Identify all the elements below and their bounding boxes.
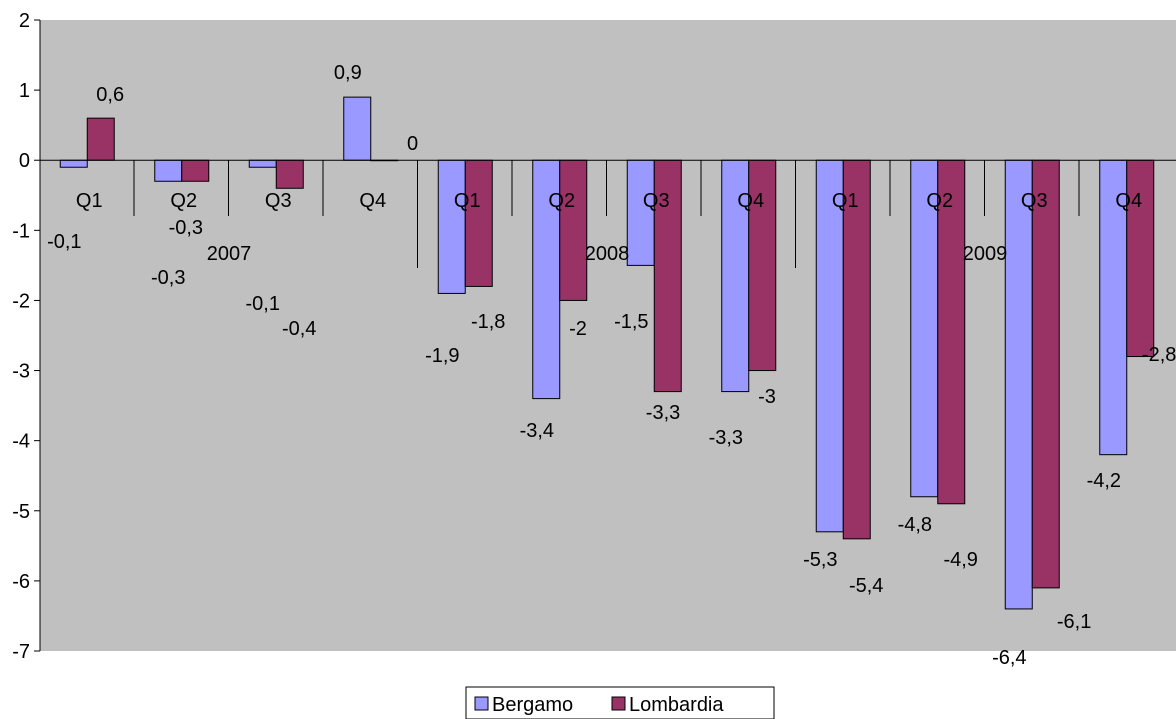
x-category-label: Q2 bbox=[170, 190, 197, 212]
data-label-bergamo-10: -4,8 bbox=[898, 514, 932, 536]
data-label-bergamo-4: 0,9 bbox=[334, 62, 362, 84]
x-category-label: Q3 bbox=[265, 190, 292, 212]
data-label-lombardia-4: 0 bbox=[407, 133, 418, 155]
data-label-bergamo-3: -0,1 bbox=[246, 293, 280, 315]
data-label-lombardia-6: -2 bbox=[569, 318, 587, 340]
data-label-lombardia-11: -6,1 bbox=[1057, 611, 1091, 633]
x-axis-categories: Q1 Q2 Q3 Q4 Q1 Q2 Q3 Q4 Q1 Q2 Q3 Q4 bbox=[76, 190, 1142, 212]
bar-bergamo-12 bbox=[1099, 159, 1128, 456]
data-label-bergamo-9: -5,3 bbox=[803, 549, 837, 571]
legend: Bergamo Lombardia bbox=[465, 686, 775, 719]
bar-lombardia-1 bbox=[86, 117, 115, 161]
bar-lombardia-7 bbox=[653, 159, 682, 393]
legend-swatch-bergamo bbox=[474, 696, 489, 711]
y-tick-label: -3 bbox=[12, 361, 30, 383]
data-label-lombardia-5: -1,8 bbox=[471, 311, 505, 333]
bar-lombardia-6 bbox=[559, 159, 588, 301]
legend-label-lombardia: Lombardia bbox=[629, 694, 724, 716]
bar-bergamo-10 bbox=[910, 159, 939, 498]
y-axis-ticks: 2 1 0 -1 -2 -3 -4 -5 -6 -7 bbox=[12, 10, 40, 663]
bar-lombardia-3 bbox=[275, 159, 304, 189]
y-tick-label: -4 bbox=[12, 431, 30, 453]
bar-lombardia-11 bbox=[1031, 159, 1060, 589]
y-tick-label: -5 bbox=[12, 501, 30, 523]
y-tick-label: -1 bbox=[12, 220, 30, 242]
data-label-bergamo-1: -0,1 bbox=[47, 231, 81, 253]
y-tick-label: -2 bbox=[12, 290, 30, 312]
x-category-label: Q3 bbox=[1021, 190, 1048, 212]
bar-lombardia-8 bbox=[748, 159, 777, 372]
category-dividers bbox=[133, 160, 1080, 268]
x-axis-years: 2007 2008 2009 bbox=[207, 243, 1008, 265]
bar-bergamo-2 bbox=[154, 159, 183, 182]
data-label-lombardia-9: -5,4 bbox=[849, 575, 883, 597]
data-label-lombardia-7: -3,3 bbox=[646, 402, 680, 424]
data-label-bergamo-11: -6,4 bbox=[992, 647, 1026, 669]
data-label-lombardia-12: -2,8 bbox=[1142, 344, 1176, 366]
x-category-label: Q4 bbox=[737, 190, 764, 212]
data-label-bergamo-5: -1,9 bbox=[425, 345, 459, 367]
data-label-bergamo-2: -0,3 bbox=[151, 267, 185, 289]
bar-lombardia-9 bbox=[842, 159, 871, 540]
bar-bergamo-7 bbox=[626, 159, 655, 266]
y-tick-label: 0 bbox=[19, 150, 30, 172]
data-label-bergamo-6: -3,4 bbox=[520, 420, 554, 442]
data-label-bergamo-7: -1,5 bbox=[614, 311, 648, 333]
data-label-bergamo-12: -4,2 bbox=[1087, 470, 1121, 492]
bar-bergamo-9 bbox=[815, 159, 844, 533]
x-category-label: Q4 bbox=[1115, 190, 1142, 212]
bar-bergamo-8 bbox=[721, 159, 750, 393]
bar-bergamo-5 bbox=[437, 159, 466, 294]
y-tick-label: 1 bbox=[19, 80, 30, 102]
bar-bergamo-3 bbox=[248, 159, 277, 168]
x-category-label: Q1 bbox=[76, 190, 103, 212]
x-category-label: Q2 bbox=[548, 190, 575, 212]
bar-lombardia-12 bbox=[1126, 159, 1155, 358]
x-year-label: 2009 bbox=[963, 243, 1008, 265]
legend-label-bergamo: Bergamo bbox=[492, 694, 573, 716]
plot-area bbox=[40, 20, 1176, 651]
x-category-label: Q4 bbox=[359, 190, 386, 212]
data-label-lombardia-2: -0,3 bbox=[169, 217, 203, 239]
data-label-bergamo-8: -3,3 bbox=[709, 427, 743, 449]
bar-lombardia-2 bbox=[181, 159, 210, 182]
y-tick-label: -7 bbox=[12, 641, 30, 663]
data-labels: -0,1-0,3-0,10,9-1,9-3,4-1,5-3,3-5,3-4,8-… bbox=[47, 62, 1176, 669]
x-year-label: 2008 bbox=[585, 243, 630, 265]
bars bbox=[59, 96, 1155, 610]
bar-bergamo-11 bbox=[1004, 159, 1033, 610]
x-year-label: 2007 bbox=[207, 243, 252, 265]
bar-bergamo-4 bbox=[343, 96, 372, 161]
bar-bergamo-1 bbox=[59, 159, 88, 168]
data-label-lombardia-1: 0,6 bbox=[96, 84, 124, 106]
x-category-label: Q1 bbox=[832, 190, 859, 212]
legend-swatch-lombardia bbox=[611, 696, 626, 711]
data-label-lombardia-8: -3 bbox=[758, 386, 776, 408]
y-tick-label: -6 bbox=[12, 571, 30, 593]
bar-lombardia-5 bbox=[464, 159, 493, 287]
data-label-lombardia-10: -4,9 bbox=[943, 549, 977, 571]
x-category-label: Q1 bbox=[454, 190, 481, 212]
data-label-lombardia-3: -0,4 bbox=[282, 318, 316, 340]
x-category-label: Q3 bbox=[643, 190, 670, 212]
y-tick-label: 2 bbox=[19, 10, 30, 32]
x-category-label: Q2 bbox=[926, 190, 953, 212]
